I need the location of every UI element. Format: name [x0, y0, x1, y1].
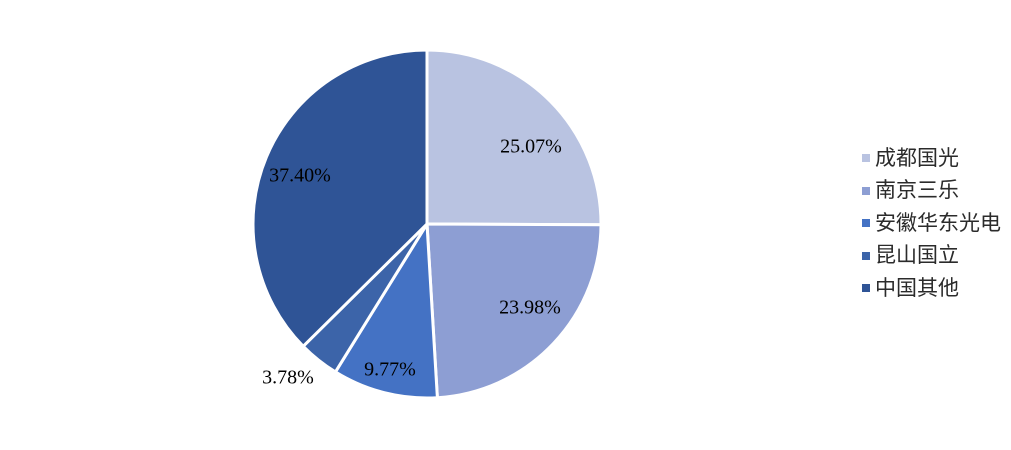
legend-label: 安徽华东光电 [875, 211, 1001, 235]
legend-item-1: 南京三乐 [862, 175, 1001, 208]
legend-swatch-icon [862, 251, 870, 260]
pie-slice-0 [425, 48, 603, 227]
legend-item-4: 中国其他 [862, 272, 1001, 305]
slice-label-1: 23.98% [499, 296, 561, 319]
legend-label: 成都国光 [875, 146, 959, 170]
legend-label: 南京三乐 [875, 179, 959, 203]
legend-item-3: 昆山国立 [862, 240, 1001, 273]
legend-item-0: 成都国光 [862, 142, 1001, 175]
slice-label-0: 25.07% [500, 135, 562, 158]
legend-label: 昆山国立 [875, 244, 959, 268]
pie-slice-1 [425, 222, 603, 400]
legend: 成都国光南京三乐安徽华东光电 昆山国立中国其他 [862, 142, 1001, 305]
legend-swatch-icon [862, 284, 870, 293]
legend-swatch-icon [862, 219, 870, 228]
slice-label-3: 3.78% [262, 366, 314, 389]
legend-swatch-icon [862, 186, 870, 195]
pie-slice-4 [251, 48, 429, 349]
legend-item-2: 安徽华东光电 [862, 207, 1001, 240]
slice-label-2: 9.77% [364, 358, 416, 381]
legend-swatch-icon [862, 154, 870, 163]
slice-label-4: 37.40% [269, 164, 331, 187]
pie-slice-2 [333, 219, 439, 400]
legend-label: 中国其他 [875, 276, 959, 300]
